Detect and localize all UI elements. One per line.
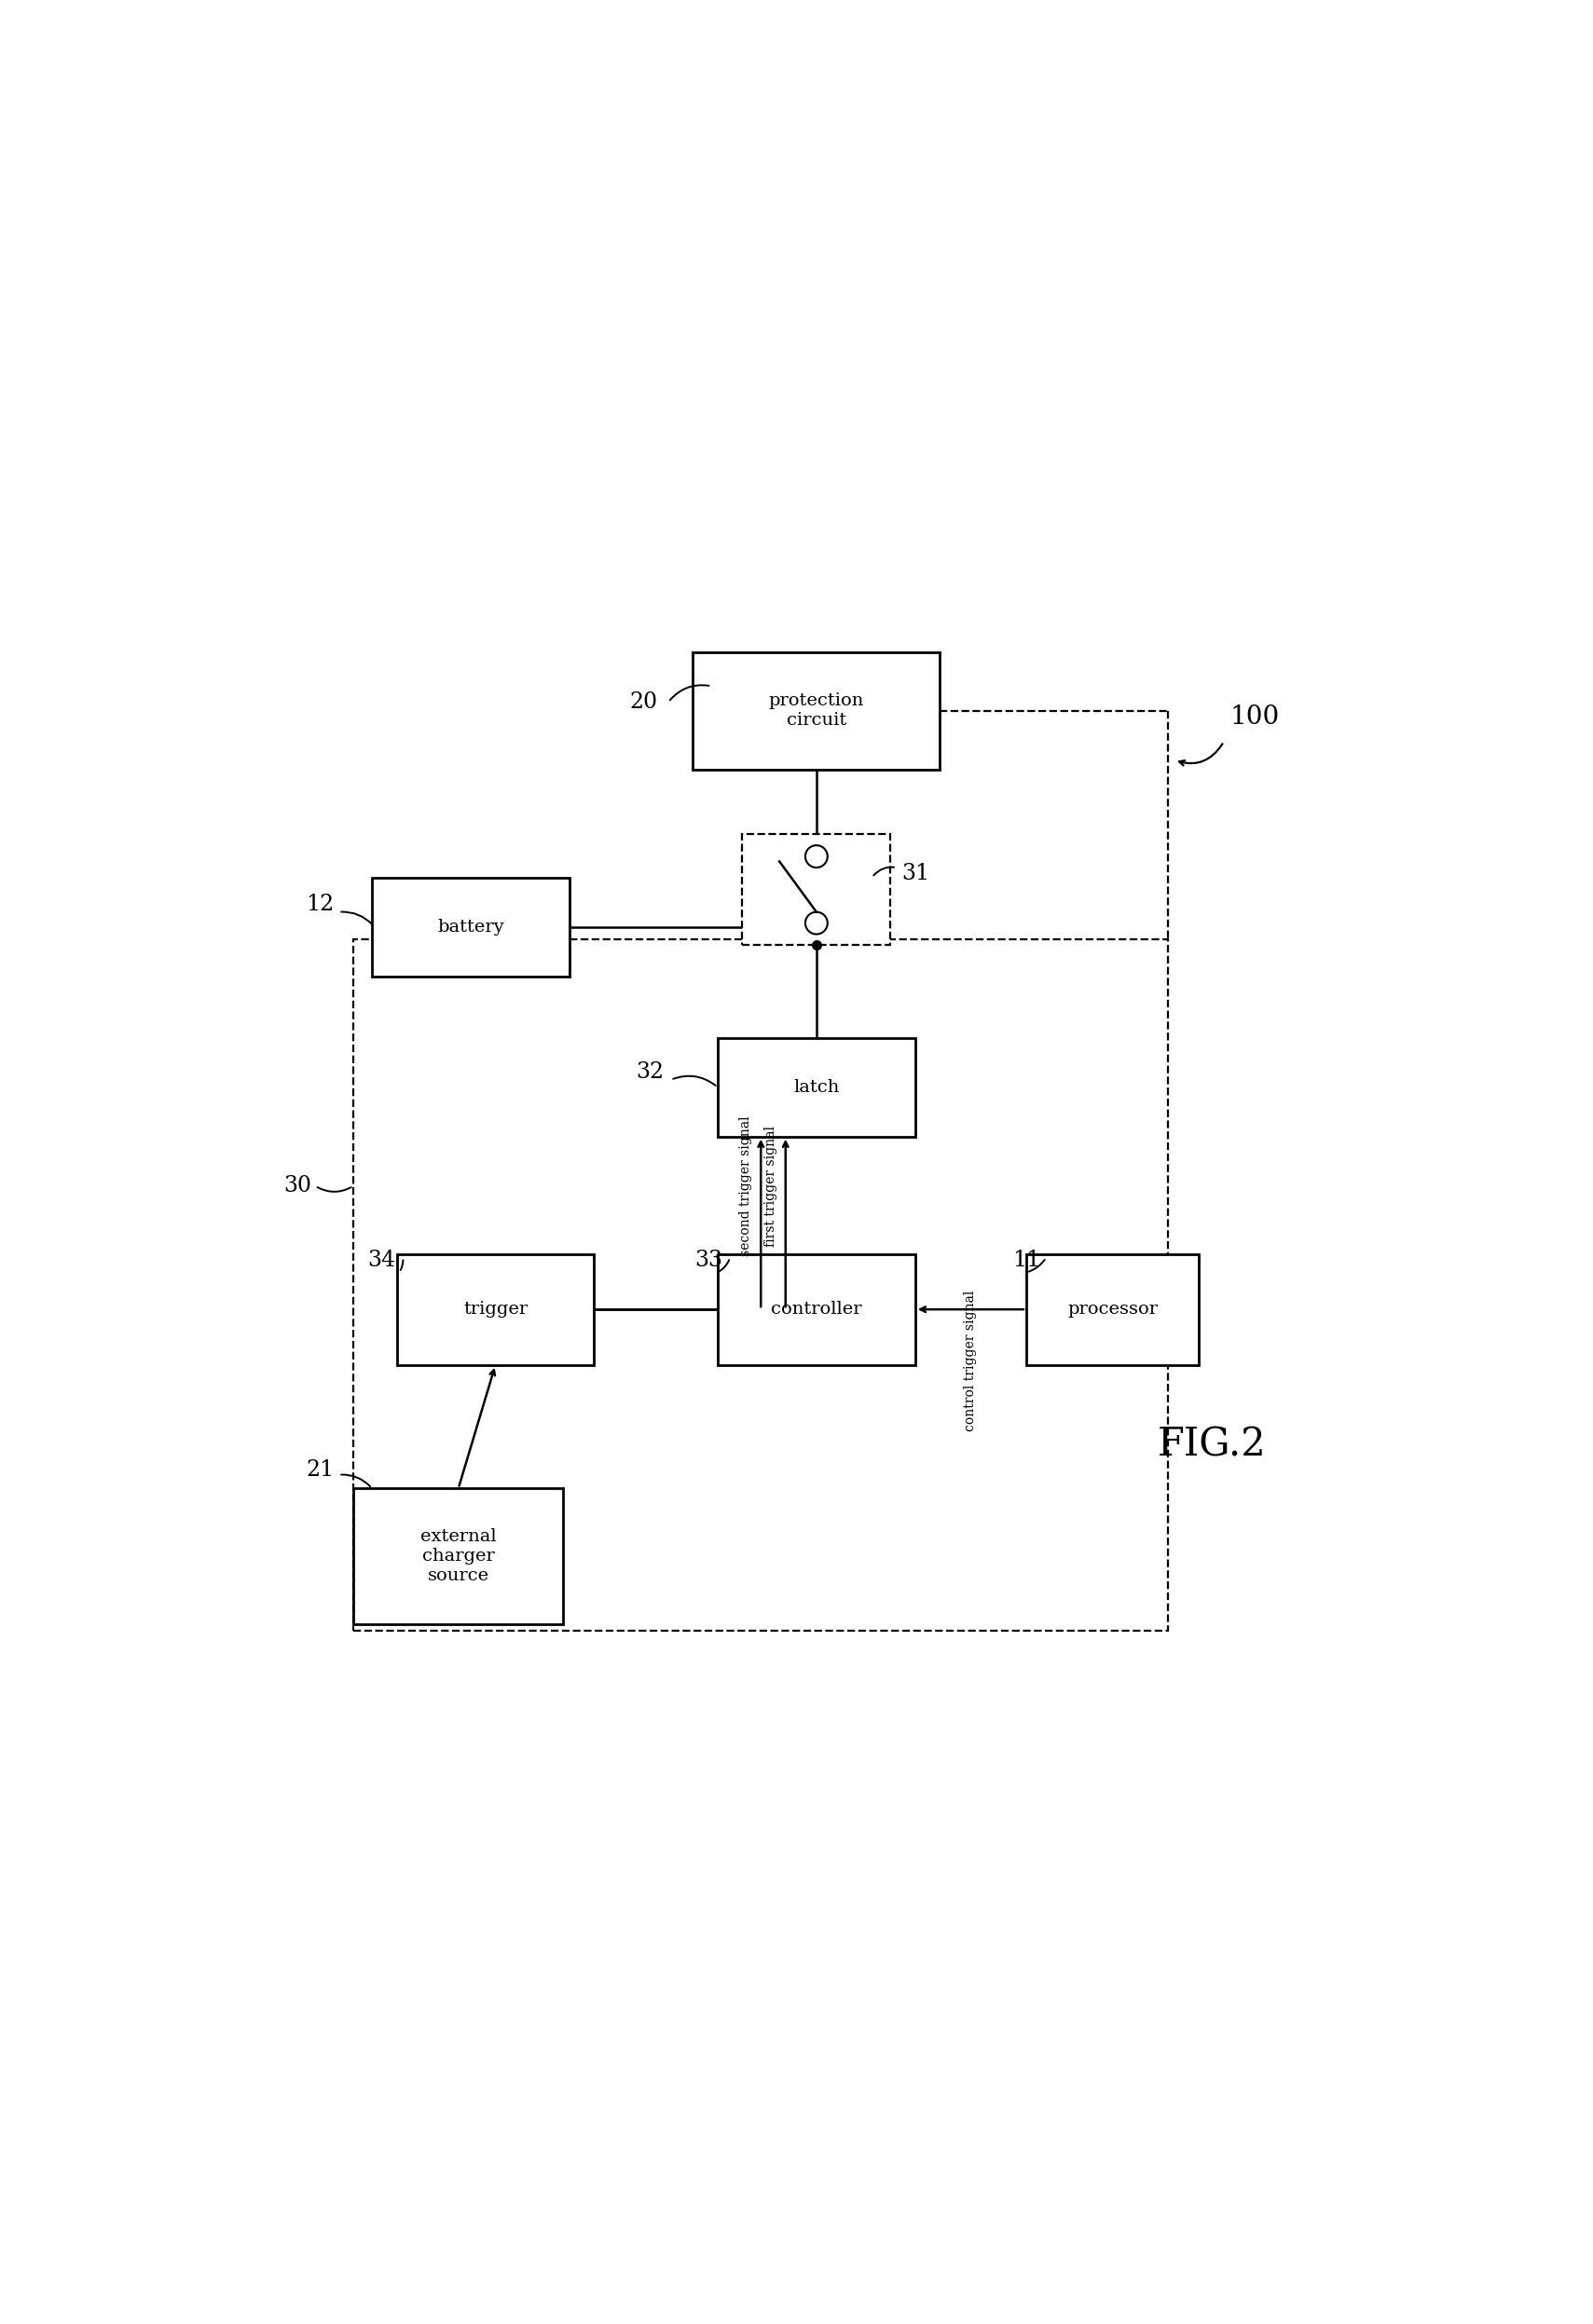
Text: 21: 21 [306, 1459, 335, 1480]
Text: 33: 33 [695, 1250, 723, 1271]
Bar [1026, 1255, 1200, 1364]
Text: 20: 20 [629, 693, 658, 713]
Text: 30: 30 [284, 1176, 312, 1197]
Text: external
charger
source: external charger source [421, 1529, 497, 1585]
Text: trigger: trigger [464, 1301, 527, 1318]
Text: first trigger signal: first trigger signal [765, 1125, 777, 1246]
Text: 12: 12 [306, 895, 335, 916]
Bar [717, 1255, 914, 1364]
Bar [693, 653, 940, 769]
Text: FIG.2: FIG.2 [1157, 1425, 1266, 1464]
Bar [397, 1255, 594, 1364]
Bar [742, 834, 890, 946]
Text: protection
circuit: protection circuit [769, 693, 863, 730]
Text: controller: controller [771, 1301, 862, 1318]
Bar [373, 878, 570, 976]
Text: latch: latch [793, 1078, 840, 1095]
Text: 100: 100 [1230, 704, 1279, 730]
Text: 11: 11 [1012, 1250, 1040, 1271]
Text: 34: 34 [368, 1250, 397, 1271]
Text: control trigger signal: control trigger signal [964, 1290, 977, 1432]
Bar [354, 939, 1168, 1629]
Bar [354, 1487, 564, 1624]
Bar [717, 1039, 914, 1136]
Text: 32: 32 [636, 1062, 664, 1083]
Text: processor: processor [1067, 1301, 1158, 1318]
Text: 31: 31 [902, 862, 929, 885]
Text: battery: battery [438, 918, 503, 934]
Text: second trigger signal: second trigger signal [739, 1116, 752, 1257]
